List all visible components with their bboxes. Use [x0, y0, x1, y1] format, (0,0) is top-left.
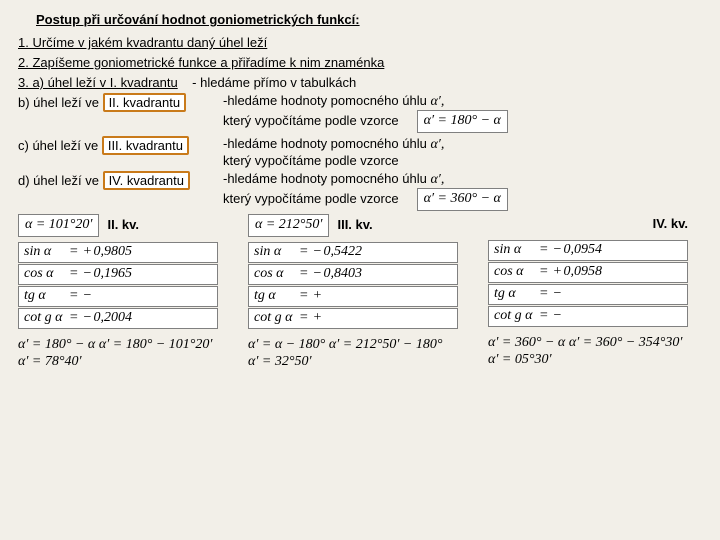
alpha-prime-3d: α′,	[430, 172, 444, 188]
step-3a-prefix: 3. a) úhel leží v I. kvadrantu	[18, 75, 178, 90]
value-row: cos α=+0,0958	[488, 262, 688, 283]
page-title: Postup při určování hodnot goniometrický…	[36, 12, 712, 27]
alpha-prime-3b: α′,	[430, 94, 444, 110]
formula-q2: α′ = 180° − α	[417, 110, 508, 133]
value-rows-q3: sin α=−0,5422cos α=−0,8403tg α=+cot g α=…	[248, 241, 458, 330]
formula-q4: α′ = 360° − α	[417, 188, 508, 211]
aux-q3-3: α′ = 32°50′	[248, 354, 312, 370]
aux-q4-1: α′ = 360° − α	[488, 335, 565, 351]
value-row: tg α=+	[248, 286, 458, 307]
aux-q2-2: α′ = 180° − 101°20′	[99, 337, 213, 353]
block-q2: α = 101°20′ II. kv. sin α=+0,9805cos α=−…	[18, 214, 218, 370]
step-3d-text2: který vypočítáme podle vzorce	[223, 191, 399, 206]
aux-q3-2: α′ = 212°50′ − 180°	[329, 337, 443, 353]
step-3d-text1: -hledáme hodnoty pomocného úhlu	[223, 171, 427, 186]
aux-q4-2: α′ = 360° − 354°30′	[569, 335, 683, 351]
value-row: cot g α=−0,2004	[18, 308, 218, 329]
label-q2: II. kv.	[107, 217, 139, 232]
alpha-prime-3c: α′,	[430, 137, 444, 153]
angle-q2: α = 101°20′	[18, 214, 99, 237]
label-q4: IV. kv.	[653, 216, 688, 231]
step-3c-text2: který vypočítáme podle vzorce	[223, 153, 399, 168]
aux-q3-1: α′ = α − 180°	[248, 337, 325, 353]
step-3b-text2: který vypočítáme podle vzorce	[223, 113, 399, 128]
value-row: cot g α=−	[488, 306, 688, 327]
angle-q3: α = 212°50′	[248, 214, 329, 237]
step-3a: 3. a) úhel leží v I. kvadrantu - hledáme…	[18, 75, 712, 90]
step-3c-text1: -hledáme hodnoty pomocného úhlu	[223, 136, 427, 151]
step-3a-dash: - hledáme přímo v tabulkách	[192, 75, 356, 90]
value-row: cos α=−0,8403	[248, 264, 458, 285]
step-1: 1. Určíme v jakém kvadrantu daný úhel le…	[18, 35, 712, 50]
aux-q2-3: α′ = 78°40′	[18, 354, 82, 370]
highlight-q4: IV. kvadrantu	[103, 171, 190, 190]
step-3c-prefix: c) úhel leží ve	[18, 138, 98, 153]
step-3b: b) úhel leží ve II. kvadrantu -hledáme h…	[18, 93, 712, 133]
value-row: sin α=−0,0954	[488, 240, 688, 261]
aux-q4-3: α′ = 05°30′	[488, 352, 552, 368]
step-3b-text1: -hledáme hodnoty pomocného úhlu	[223, 93, 427, 108]
block-q3: α = 212°50′ III. kv. sin α=−0,5422cos α=…	[248, 214, 458, 370]
value-rows-q4: sin α=−0,0954cos α=+0,0958tg α=−cot g α=…	[488, 239, 688, 328]
step-3d-prefix: d) úhel leží ve	[18, 173, 99, 188]
highlight-q3: III. kvadrantu	[102, 136, 189, 155]
value-row: cos α=−0,1965	[18, 264, 218, 285]
value-row: cot g α=+	[248, 308, 458, 329]
step-3c: c) úhel leží ve III. kvadrantu -hledáme …	[18, 136, 712, 168]
step-3d: d) úhel leží ve IV. kvadrantu -hledáme h…	[18, 171, 712, 211]
label-q3: III. kv.	[337, 217, 372, 232]
step-3b-prefix: b) úhel leží ve	[18, 95, 99, 110]
aux-q2-1: α′ = 180° − α	[18, 337, 95, 353]
value-row: sin α=−0,5422	[248, 242, 458, 263]
value-row: tg α=−	[18, 286, 218, 307]
value-row: sin α=+0,9805	[18, 242, 218, 263]
step-2: 2. Zapíšeme goniometrické funkce a přiřa…	[18, 55, 712, 70]
value-row: tg α=−	[488, 284, 688, 305]
value-rows-q2: sin α=+0,9805cos α=−0,1965tg α=−cot g α=…	[18, 241, 218, 330]
block-q4: IV. kv. sin α=−0,0954cos α=+0,0958tg α=−…	[488, 214, 688, 368]
highlight-q2: II. kvadrantu	[103, 93, 187, 112]
